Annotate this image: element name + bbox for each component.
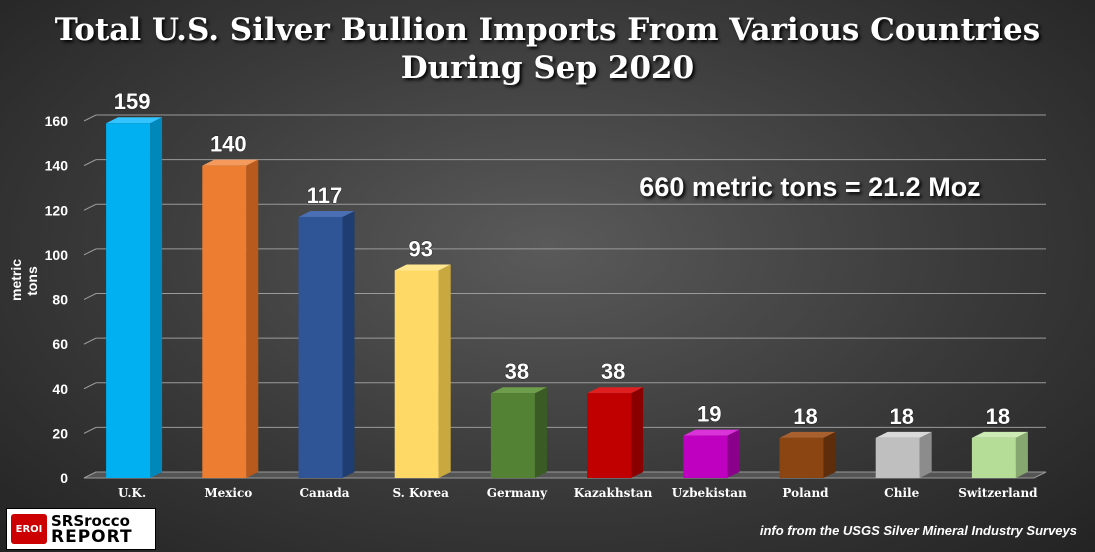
bar-value-label: 38: [601, 359, 625, 384]
x-tick-label: S. Korea: [392, 486, 449, 500]
logo-text: SRSrocco REPORT: [51, 512, 133, 547]
bar-top: [202, 159, 259, 166]
bar-side: [823, 431, 836, 478]
bar-top: [587, 387, 644, 394]
bar-value-label: 159: [114, 89, 151, 114]
bar-top: [394, 264, 451, 271]
bar-side: [631, 387, 644, 478]
bar-side: [919, 431, 932, 478]
bar-side: [727, 429, 740, 478]
source-note: info from the USGS Silver Mineral Indust…: [759, 523, 1077, 538]
chart-title-line2: During Sep 2020: [400, 50, 695, 86]
bar-value-label: 19: [697, 402, 721, 427]
bar-top: [106, 117, 163, 124]
gridline-depth: [83, 293, 97, 300]
bar: [106, 123, 151, 478]
bar: [202, 165, 247, 478]
y-tick-label: 100: [45, 247, 69, 263]
x-tick-label: Switzerland: [958, 486, 1038, 500]
x-tick-label: Uzbekistan: [672, 486, 747, 500]
bar: [587, 393, 632, 478]
gridline-depth: [83, 114, 97, 122]
bar-side: [150, 117, 163, 478]
bar-side: [1015, 431, 1028, 478]
gridline-depth: [83, 426, 97, 434]
gridline-depth: [83, 203, 97, 211]
bar-side: [534, 387, 547, 478]
bar: [298, 216, 343, 478]
bar-top: [779, 431, 836, 438]
y-tick-label: 80: [52, 292, 68, 308]
bar-top: [490, 387, 547, 394]
bar: [971, 437, 1016, 478]
x-tick-label: Kazakhstan: [574, 486, 653, 500]
gridline-depth: [83, 337, 97, 345]
x-tick-label: Poland: [782, 486, 829, 500]
bar-value-label: 140: [210, 132, 247, 157]
bar: [683, 435, 728, 478]
x-tick-label: Germany: [487, 486, 548, 500]
y-tick-label: 140: [45, 158, 69, 174]
chart-title-line1: Total U.S. Silver Bullion Imports From V…: [54, 12, 1041, 48]
x-tick-label: Mexico: [204, 486, 252, 500]
y-tick-label: 20: [52, 425, 68, 441]
bar-value-label: 93: [408, 236, 432, 261]
bar-side: [246, 159, 259, 478]
gridline-depth: [83, 248, 97, 256]
bar-side: [438, 264, 451, 478]
bar-value-label: 18: [889, 404, 913, 429]
gridline-depth: [83, 382, 97, 390]
bar-top: [971, 431, 1028, 438]
y-tick-label: 40: [52, 381, 68, 397]
gridline-depth: [83, 159, 97, 167]
bar-top: [683, 429, 740, 436]
y-tick-label: 120: [45, 202, 69, 218]
bar: [490, 393, 535, 478]
bar-top: [298, 210, 355, 217]
y-axis-label: metric tons: [8, 258, 40, 301]
bar-side: [342, 210, 355, 478]
bar: [875, 437, 920, 478]
bar-value-label: 18: [793, 404, 817, 429]
y-tick-label: 160: [45, 113, 69, 129]
x-tick-label: Canada: [300, 486, 350, 500]
logo-line2: REPORT: [51, 527, 133, 547]
y-tick-label: 0: [60, 470, 68, 486]
logo-line1: SRSrocco: [51, 512, 130, 530]
eroi-badge: EROI: [11, 514, 47, 544]
total-annotation: 660 metric tons = 21.2 Moz: [639, 172, 981, 202]
bar-top: [875, 431, 932, 438]
bar-value-label: 38: [505, 359, 529, 384]
srsrocco-logo: EROI SRSrocco REPORT: [6, 508, 156, 550]
bar-value-label: 117: [307, 183, 343, 208]
bar: [779, 437, 824, 478]
x-tick-label: U.K.: [118, 486, 146, 500]
bar-value-label: 18: [986, 404, 1010, 429]
bar: [394, 270, 439, 478]
y-tick-label: 60: [52, 336, 68, 352]
x-tick-label: Chile: [884, 486, 919, 500]
